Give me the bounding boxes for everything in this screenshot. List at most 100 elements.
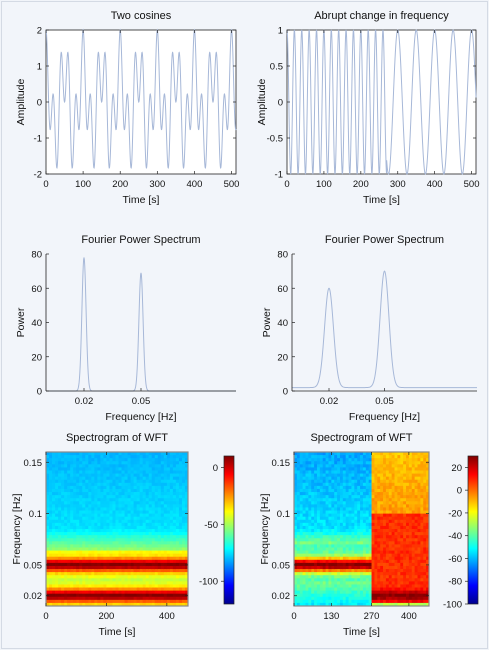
heatmap-cell	[348, 476, 352, 481]
heatmap-cell	[145, 522, 150, 527]
heatmap-cell	[380, 476, 384, 481]
heatmap-cell	[394, 525, 398, 530]
heatmap-cell	[294, 572, 298, 576]
heatmap-cell	[112, 482, 116, 487]
heatmap-cell	[311, 590, 315, 595]
heatmap-cell	[374, 544, 378, 548]
heatmap-cell	[394, 584, 398, 588]
heatmap-cell	[82, 596, 86, 601]
heatmap-cell	[148, 498, 153, 502]
heatmap-cell	[311, 507, 315, 511]
heatmap-cell	[124, 596, 128, 601]
heatmap-cell	[181, 556, 186, 561]
heatmap-cell	[342, 479, 347, 484]
heatmap-cell	[64, 482, 68, 487]
heatmap-cell	[130, 461, 135, 465]
heatmap-cell	[294, 565, 298, 570]
heatmap-cell	[139, 547, 144, 551]
heatmap-cell	[133, 541, 138, 545]
heatmap-cell	[58, 532, 62, 536]
heatmap-cell	[328, 525, 332, 530]
x-tick-label: 0	[291, 611, 296, 622]
heatmap-cell	[400, 455, 404, 459]
heatmap-cell	[408, 581, 413, 585]
heatmap-cell	[52, 467, 56, 471]
heatmap-cell	[406, 562, 410, 567]
heatmap-cell	[411, 538, 416, 542]
heatmap-cell	[408, 467, 413, 471]
heatmap-cell	[112, 513, 116, 518]
heatmap-cell	[351, 510, 355, 514]
heatmap-cell	[91, 550, 95, 555]
heatmap-cell	[319, 507, 324, 511]
heatmap-cell	[118, 516, 122, 521]
heatmap-cell	[426, 461, 430, 465]
heatmap-cell	[94, 596, 98, 601]
heatmap-cell	[420, 525, 424, 530]
heatmap-cell	[76, 581, 80, 585]
heatmap-cell	[305, 504, 309, 508]
heatmap-cell	[118, 559, 122, 564]
heatmap-cell	[420, 473, 424, 478]
heatmap-cell	[423, 461, 427, 465]
heatmap-cell	[79, 485, 83, 490]
heatmap-cell	[337, 553, 341, 558]
heatmap-cell	[357, 578, 361, 582]
heatmap-cell	[377, 525, 381, 530]
heatmap-cell	[365, 572, 370, 576]
heatmap-cell	[151, 525, 156, 530]
heatmap-cell	[357, 553, 361, 558]
heatmap-cell	[360, 464, 364, 468]
heatmap-cell	[142, 596, 147, 601]
heatmap-cell	[394, 541, 398, 545]
heatmap-cell	[368, 553, 372, 558]
heatmap-cell	[339, 507, 344, 511]
heatmap-cell	[148, 532, 153, 536]
heatmap-cell	[423, 559, 427, 564]
heatmap-cell	[64, 587, 68, 591]
heatmap-cell	[58, 535, 62, 539]
heatmap-cell	[91, 479, 95, 484]
heatmap-cell	[339, 464, 344, 468]
heatmap-cell	[417, 492, 421, 496]
heatmap-cell	[397, 569, 401, 573]
heatmap-cell	[391, 455, 395, 459]
heatmap-cell	[100, 569, 104, 573]
heatmap-cell	[294, 498, 298, 502]
heatmap-cell	[348, 538, 352, 542]
heatmap-cell	[145, 504, 150, 508]
heatmap-cell	[308, 479, 312, 484]
heatmap-cell	[181, 529, 186, 533]
heatmap-cell	[345, 587, 349, 591]
heatmap-cell	[388, 587, 393, 591]
heatmap-cell	[103, 495, 107, 499]
heatmap-cell	[46, 556, 50, 561]
heatmap-cell	[308, 452, 312, 456]
heatmap-cell	[64, 498, 68, 502]
heatmap-cell	[397, 572, 401, 576]
heatmap-cell	[397, 556, 401, 561]
heatmap-cell	[319, 602, 324, 607]
heatmap-cell	[97, 507, 101, 511]
heatmap-cell	[331, 581, 335, 585]
heatmap-cell	[169, 513, 174, 518]
heatmap-cell	[70, 569, 74, 573]
heatmap-cell	[391, 544, 395, 548]
heatmap-cell	[383, 596, 387, 601]
heatmap-cell	[374, 507, 378, 511]
heatmap-cell	[371, 452, 375, 456]
heatmap-cell	[408, 602, 413, 607]
heatmap-cell	[106, 569, 110, 573]
heatmap-cell	[408, 455, 413, 459]
heatmap-cell	[316, 495, 321, 499]
heatmap-cell	[397, 550, 401, 555]
heatmap-cell	[61, 550, 65, 555]
heatmap-cell	[345, 541, 349, 545]
heatmap-cell	[328, 492, 332, 496]
heatmap-cell	[342, 559, 347, 564]
heatmap-cell	[334, 562, 338, 567]
heatmap-cell	[362, 529, 367, 533]
colorbar-tick-label: 20	[451, 463, 462, 474]
heatmap-cell	[106, 538, 110, 542]
heatmap-cell	[426, 532, 430, 536]
